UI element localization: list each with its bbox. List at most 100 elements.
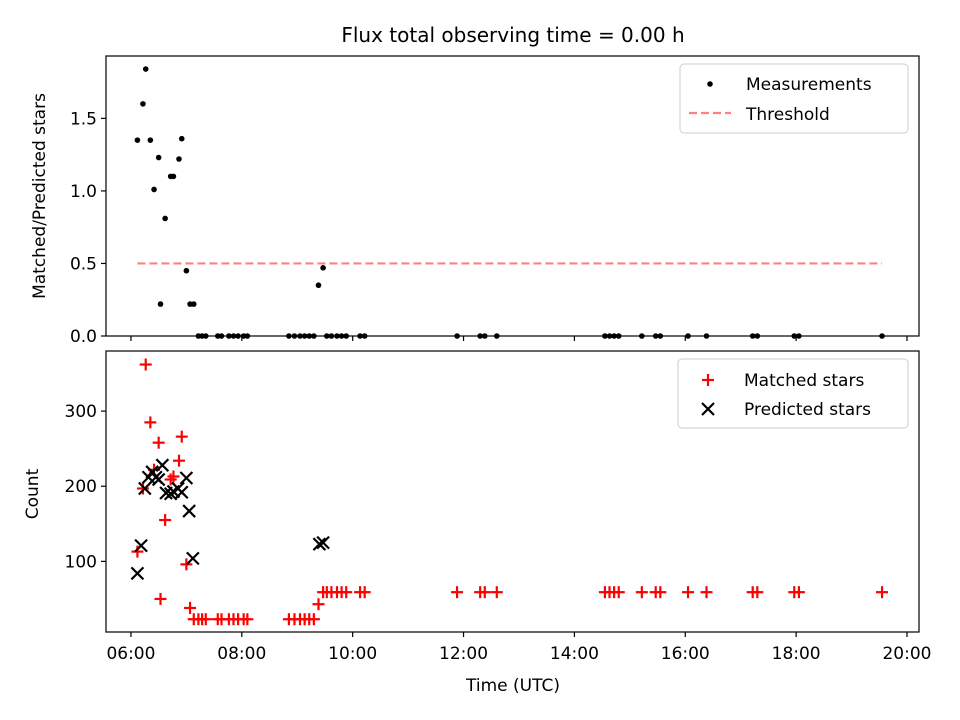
bottom-legend-box (677, 358, 909, 429)
predicted-star-marker-b (186, 551, 200, 566)
measurement-point (151, 186, 157, 193)
matched-star-point (172, 454, 185, 467)
predicted-star-marker-b (316, 535, 330, 550)
predicted-star-point (151, 472, 166, 487)
matched-star-point (199, 613, 212, 626)
matched-star-point (131, 545, 144, 558)
measurement-point (157, 301, 164, 307)
top-x-ticks (130, 336, 908, 341)
measurement-point (140, 101, 146, 107)
matched-star-point (167, 470, 180, 483)
predicted-star-point (312, 537, 327, 551)
measurement-point (190, 301, 197, 307)
predicted-star-marker-b (155, 458, 170, 472)
top-panel: 0.0 0.5 1.0 1.5 Matched/Predicted stars Mea… (30, 55, 920, 347)
legend-threshold-label: Threshold (745, 105, 830, 125)
x-tick-label: 16:00 (661, 644, 710, 664)
predicted-star-marker-b (134, 538, 148, 553)
top-y-tick-label: 0.5 (70, 254, 97, 274)
measurement-point (155, 154, 162, 161)
matched-star-point (682, 586, 695, 599)
legend-measurements-marker (707, 81, 713, 87)
legend-predicted-label: Predicted stars (744, 400, 871, 420)
chart-title: Flux total observing time = 0.00 h (341, 23, 684, 47)
predicted-star-marker-b (151, 472, 166, 487)
matched-star-point (307, 613, 320, 626)
x-tick-label: 08:00 (217, 644, 266, 664)
predicted-star-marker-b (179, 471, 194, 485)
matched-star-point (144, 416, 157, 429)
legend-predicted-marker (701, 402, 715, 416)
predicted-star-point (155, 458, 170, 472)
x-tick-label: 06:00 (106, 644, 155, 664)
measurement-point (315, 282, 322, 289)
measurement-point (178, 135, 185, 142)
matched-star-point (490, 586, 503, 599)
bottom-x-axis: 06:00 08:00 10:00 12:00 14:00 16:00 18:00 20:00 (106, 632, 931, 664)
predicted-star-point (182, 504, 196, 518)
legend-measurements-label: Measurements (746, 75, 872, 95)
chart-title-group: Flux total observing time = 0.00 h (341, 23, 684, 47)
measurement-point (176, 156, 182, 162)
top-y-tick-label: 1.5 (70, 109, 97, 129)
matched-star-point (241, 613, 254, 626)
x-tick-label: 18:00 (772, 644, 821, 664)
predicted-stars-series (130, 458, 330, 581)
matched-star-point (159, 514, 172, 527)
predicted-star-point (179, 471, 194, 485)
predicted-star-marker-b (130, 566, 145, 581)
predicted-star-point (130, 566, 145, 581)
matched-stars-series (131, 358, 889, 626)
x-axis-label: Time (UTC) (465, 676, 560, 696)
predicted-star-point (138, 481, 152, 496)
predicted-star-marker-b (145, 465, 159, 479)
predicted-star-marker-b (312, 537, 327, 551)
matched-star-point (612, 586, 625, 599)
bottom-y-axis-label: Count (23, 468, 43, 519)
matched-star-point (451, 586, 464, 599)
matched-star-point (654, 586, 667, 599)
predicted-star-marker-b (174, 485, 189, 500)
matched-star-point (136, 482, 149, 495)
bottom-legend: Matched stars Predicted stars (677, 358, 909, 429)
bottom-y-tick-label: 200 (65, 477, 97, 497)
top-y-tick-label: 0.0 (70, 327, 97, 347)
matched-star-point (184, 601, 197, 614)
x-tick-label: 10:00 (328, 644, 377, 664)
measurement-point (320, 265, 326, 271)
measurement-point (147, 137, 154, 143)
matched-star-point (180, 558, 193, 571)
top-y-axis-label: Matched/Predicted stars (30, 93, 50, 299)
matched-star-point (312, 598, 325, 611)
bottom-y-tick-label: 100 (65, 552, 97, 572)
predicted-star-marker-b (138, 481, 152, 496)
measurement-point (134, 137, 141, 143)
predicted-star-point (186, 551, 200, 566)
bottom-axes-frame (105, 350, 920, 633)
predicted-star-point (134, 538, 148, 553)
bottom-panel: 100 200 300 06:00 08:00 10:00 12:00 14:00 16:00… (23, 350, 931, 696)
matched-star-point (340, 586, 353, 599)
matched-star-point (876, 586, 889, 599)
top-legend: Measurements Threshold (679, 63, 909, 134)
measurement-point (183, 267, 190, 274)
x-tick-label: 14:00 (550, 644, 599, 664)
legend-matched-marker (702, 374, 714, 386)
top-y-axis: 0.0 0.5 1.0 1.5 (70, 109, 106, 347)
top-legend-box (679, 63, 909, 134)
matched-star-point (139, 358, 152, 371)
matched-star-point (792, 586, 805, 599)
x-tick-label: 12:00 (439, 644, 488, 664)
legend-matched-label: Matched stars (744, 371, 864, 391)
bottom-y-axis: 100 200 300 (65, 402, 106, 572)
measurement-point (142, 66, 149, 72)
matched-star-point (700, 586, 713, 599)
matched-star-point (635, 586, 648, 599)
predicted-star-marker-b (182, 504, 196, 518)
matched-star-point (478, 586, 491, 599)
bottom-y-tick-label: 300 (65, 402, 97, 422)
matched-star-point (152, 436, 165, 449)
matched-star-point (751, 586, 764, 599)
matched-star-point (175, 430, 188, 443)
predicted-star-point (316, 535, 330, 550)
